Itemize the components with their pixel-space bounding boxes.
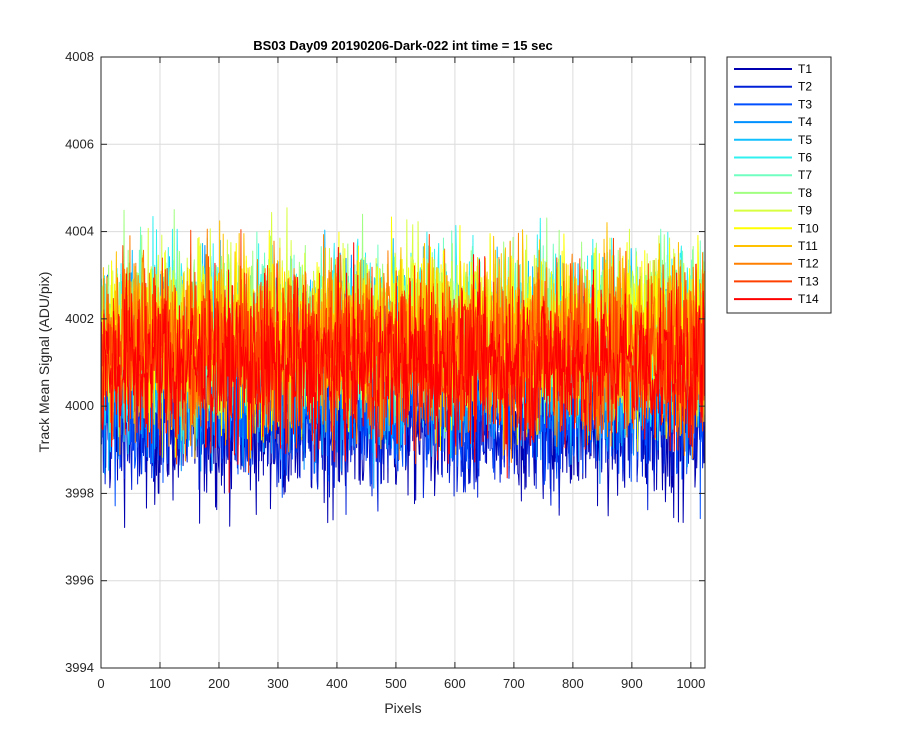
legend-label-T12: T12 xyxy=(798,257,819,271)
chart-title: BS03 Day09 20190206-Dark-022 int time = … xyxy=(253,38,553,53)
y-tick-label: 4004 xyxy=(65,224,94,239)
series-lines xyxy=(100,207,706,529)
legend-label-T9: T9 xyxy=(798,204,812,218)
x-tick-label: 1000 xyxy=(676,676,705,691)
x-tick-label: 600 xyxy=(444,676,466,691)
legend: T1 T2 T3 T4 T5 T6 T7 T8 T9 T10 T11 T12 T13 T14 xyxy=(726,56,832,314)
y-tick-label: 3996 xyxy=(65,573,94,588)
x-tick-label: 300 xyxy=(267,676,289,691)
legend-label-T5: T5 xyxy=(798,133,812,147)
axis-ticks: 0 100 200 300 400 500 600 700 800 900 1000 3994 3996… xyxy=(65,49,705,691)
legend-label-T10: T10 xyxy=(798,221,819,235)
x-axis-label: Pixels xyxy=(384,700,421,716)
legend-label-T14: T14 xyxy=(798,292,819,306)
x-tick-label: 0 xyxy=(97,676,104,691)
x-tick-label: 800 xyxy=(562,676,584,691)
x-tick-label: 200 xyxy=(208,676,230,691)
legend-label-T3: T3 xyxy=(798,97,812,111)
series-line-T14 xyxy=(100,242,706,493)
y-axis-label: Track Mean Signal (ADU/pix) xyxy=(36,272,52,453)
legend-box xyxy=(726,56,832,314)
y-tick-label: 4006 xyxy=(65,136,94,151)
x-tick-label: 500 xyxy=(385,676,407,691)
axes-box xyxy=(100,56,706,669)
y-tick-label: 3998 xyxy=(65,485,94,500)
y-tick-label: 4000 xyxy=(65,398,94,413)
legend-label-T1: T1 xyxy=(798,62,812,76)
legend-label-T6: T6 xyxy=(798,151,812,165)
legend-label-T11: T11 xyxy=(798,239,818,253)
y-tick-label: 4002 xyxy=(65,311,94,326)
x-tick-label: 400 xyxy=(326,676,348,691)
legend-label-T8: T8 xyxy=(798,186,812,200)
y-tick-label: 4008 xyxy=(65,49,94,64)
legend-label-T7: T7 xyxy=(798,168,812,182)
x-tick-label: 100 xyxy=(149,676,171,691)
x-tick-label: 700 xyxy=(503,676,525,691)
x-tick-label: 900 xyxy=(621,676,643,691)
legend-label-T4: T4 xyxy=(798,115,812,129)
legend-label-T13: T13 xyxy=(798,274,819,288)
y-tick-label: 3994 xyxy=(65,660,94,675)
legend-label-T2: T2 xyxy=(798,80,812,94)
